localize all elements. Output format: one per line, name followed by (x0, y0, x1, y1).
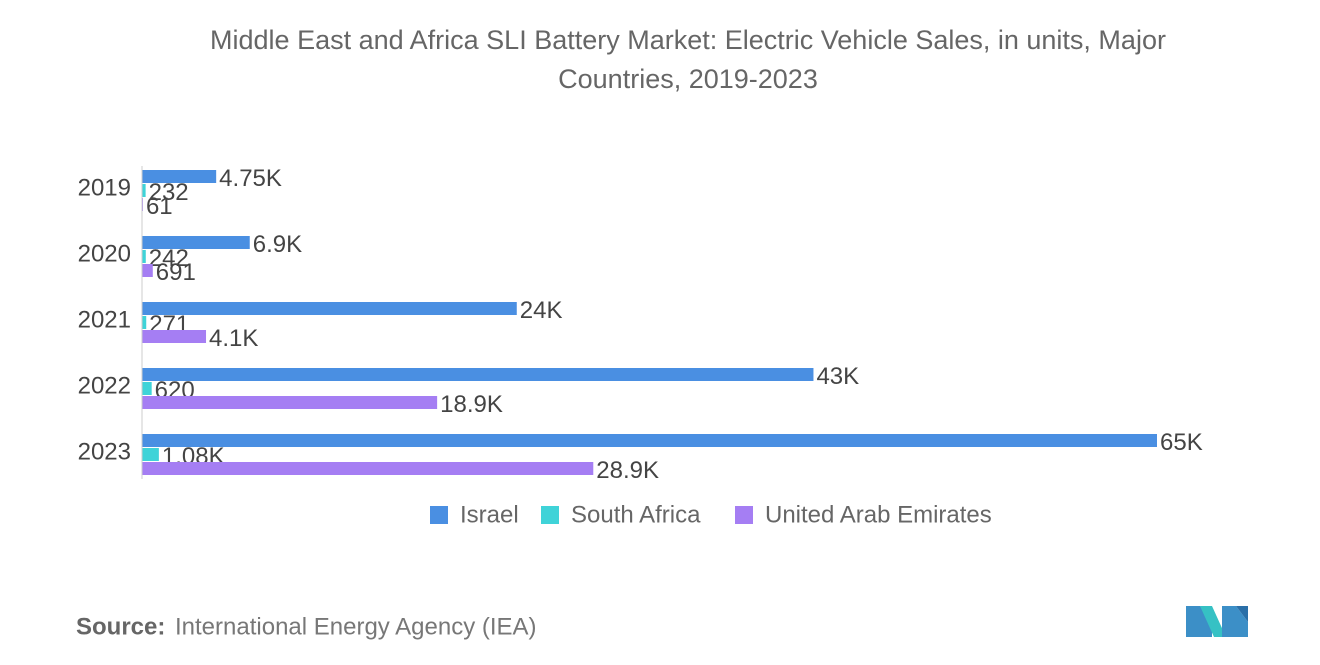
data-label: 691 (156, 259, 196, 286)
bar (142, 330, 207, 343)
bar (142, 382, 152, 395)
data-label: 242 (149, 245, 189, 272)
y-tick-label: 2023 (78, 438, 131, 465)
bar (142, 236, 250, 249)
data-label: 24K (520, 297, 563, 324)
bar (142, 302, 517, 315)
bar (142, 250, 146, 263)
legend-swatch (430, 506, 448, 524)
chart-title: Countries, 2019-2023 (558, 64, 818, 94)
legend-swatch (541, 506, 559, 524)
y-tick-label: 2020 (78, 240, 131, 267)
bar (142, 368, 814, 381)
data-label: 18.9K (440, 391, 503, 418)
bar (142, 448, 159, 461)
bar (142, 396, 438, 409)
bar (142, 264, 153, 277)
y-tick-label: 2019 (78, 174, 131, 201)
legend-label: Israel (460, 501, 519, 528)
y-tick-label: 2021 (78, 306, 131, 333)
legend-label: United Arab Emirates (765, 501, 992, 528)
data-label: 6.9K (253, 231, 302, 258)
chart-title: Middle East and Africa SLI Battery Marke… (210, 25, 1166, 55)
data-label: 4.75K (219, 165, 282, 192)
data-label: 65K (1160, 429, 1203, 456)
bar (142, 462, 594, 475)
data-label: 4.1K (209, 325, 258, 352)
bar (142, 170, 217, 183)
logo (1186, 606, 1248, 637)
source: International Energy Agency (IEA) (175, 613, 537, 640)
data-label: 28.9K (596, 457, 659, 484)
bar (142, 316, 147, 329)
legend-label: South Africa (571, 501, 701, 528)
y-tick-label: 2022 (78, 372, 131, 399)
source-label: Source: (76, 613, 165, 640)
bar (142, 434, 1157, 447)
data-label: 61 (146, 193, 173, 220)
data-label: 232 (149, 179, 189, 206)
legend-swatch (735, 506, 753, 524)
data-label: 43K (816, 363, 859, 390)
bar (142, 184, 146, 197)
